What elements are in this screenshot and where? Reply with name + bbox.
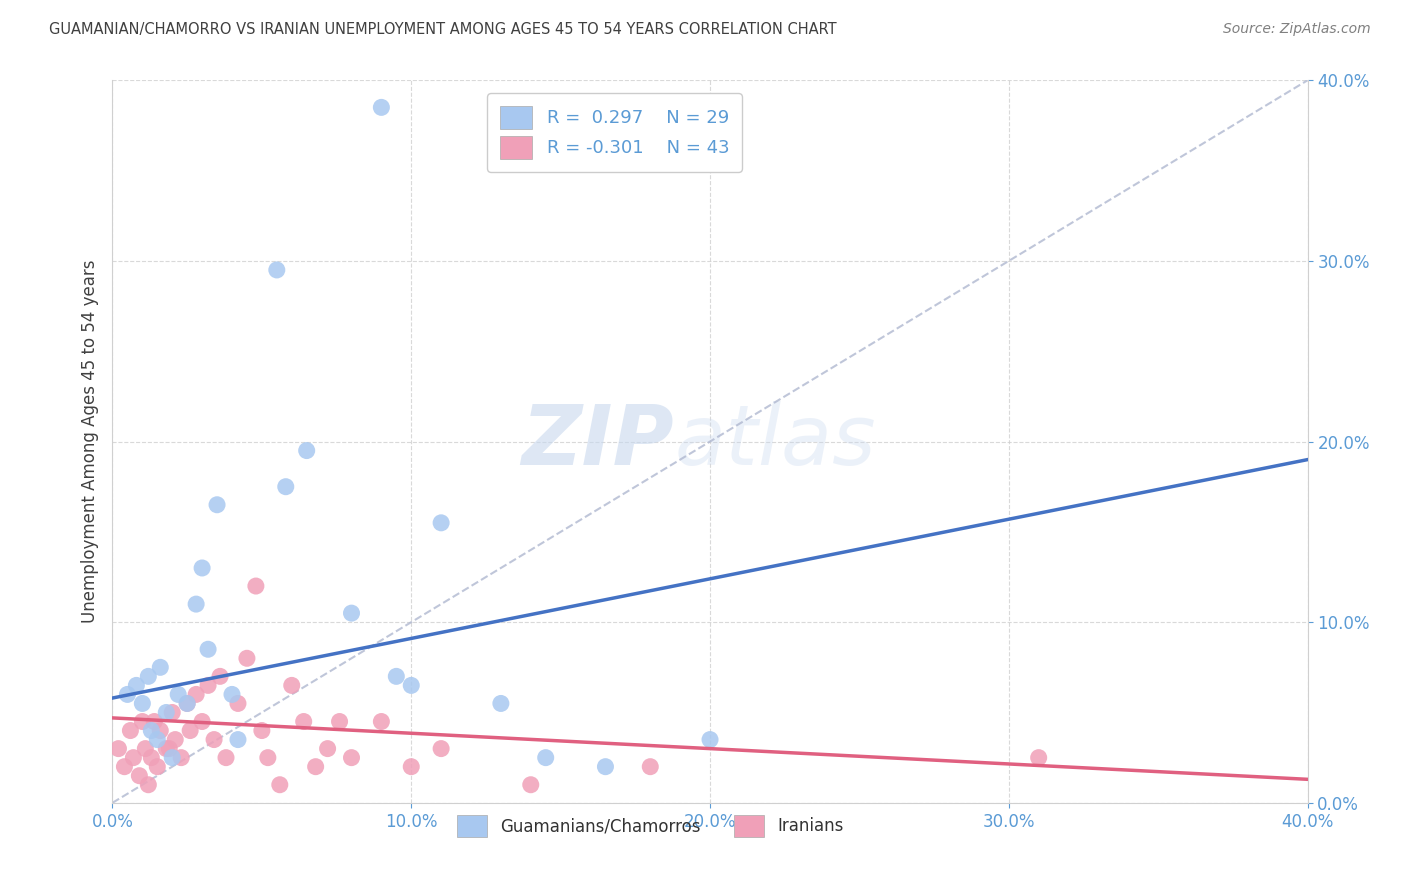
Point: [401, 678, 423, 692]
Point: [114, 760, 135, 774]
Text: atlas: atlas: [675, 401, 876, 482]
Point: [149, 660, 172, 674]
Point: [149, 723, 172, 738]
Point: [146, 732, 169, 747]
Point: [236, 651, 259, 665]
Point: [197, 642, 219, 657]
Point: [370, 100, 392, 114]
Point: [128, 769, 150, 783]
Point: [266, 263, 288, 277]
Point: [176, 697, 198, 711]
Point: [176, 697, 198, 711]
Point: [226, 732, 249, 747]
Point: [138, 778, 160, 792]
Text: ZIP: ZIP: [522, 401, 675, 482]
Point: [274, 480, 297, 494]
Point: [131, 697, 153, 711]
Point: [209, 669, 232, 683]
Point: [281, 678, 304, 692]
Point: [430, 741, 453, 756]
Point: [385, 669, 408, 683]
Point: [117, 687, 139, 701]
Point: [534, 750, 557, 764]
Point: [186, 597, 208, 611]
Point: [205, 498, 228, 512]
Y-axis label: Unemployment Among Ages 45 to 54 years: Unemployment Among Ages 45 to 54 years: [80, 260, 98, 624]
Point: [138, 669, 160, 683]
Point: [292, 714, 315, 729]
Point: [340, 606, 363, 620]
Point: [143, 714, 166, 729]
Point: [295, 443, 318, 458]
Point: [430, 516, 453, 530]
Point: [120, 723, 142, 738]
Point: [155, 741, 177, 756]
Point: [340, 750, 363, 764]
Point: [107, 741, 129, 756]
Point: [640, 760, 662, 774]
Point: [197, 678, 219, 692]
Text: GUAMANIAN/CHAMORRO VS IRANIAN UNEMPLOYMENT AMONG AGES 45 TO 54 YEARS CORRELATION: GUAMANIAN/CHAMORRO VS IRANIAN UNEMPLOYME…: [49, 22, 837, 37]
Point: [215, 750, 238, 764]
Text: Source: ZipAtlas.com: Source: ZipAtlas.com: [1223, 22, 1371, 37]
Point: [699, 732, 721, 747]
Point: [191, 561, 214, 575]
Point: [122, 750, 145, 764]
Point: [245, 579, 267, 593]
Point: [131, 714, 153, 729]
Point: [134, 741, 156, 756]
Point: [162, 750, 183, 764]
Point: [226, 697, 249, 711]
Point: [305, 760, 328, 774]
Point: [1028, 750, 1050, 764]
Point: [316, 741, 339, 756]
Point: [401, 760, 423, 774]
Point: [202, 732, 225, 747]
Point: [191, 714, 214, 729]
Point: [141, 723, 163, 738]
Point: [257, 750, 280, 764]
Point: [170, 750, 193, 764]
Point: [179, 723, 201, 738]
Point: [155, 706, 177, 720]
Point: [157, 741, 180, 756]
Point: [162, 706, 183, 720]
Point: [221, 687, 243, 701]
Point: [370, 714, 392, 729]
Point: [250, 723, 273, 738]
Point: [167, 687, 190, 701]
Point: [329, 714, 352, 729]
Point: [489, 697, 512, 711]
Point: [165, 732, 187, 747]
Point: [141, 750, 163, 764]
Point: [125, 678, 148, 692]
Legend: Guamanians/Chamorros, Iranians: Guamanians/Chamorros, Iranians: [449, 807, 852, 845]
Point: [595, 760, 617, 774]
Point: [146, 760, 169, 774]
Point: [520, 778, 543, 792]
Point: [269, 778, 291, 792]
Point: [186, 687, 208, 701]
